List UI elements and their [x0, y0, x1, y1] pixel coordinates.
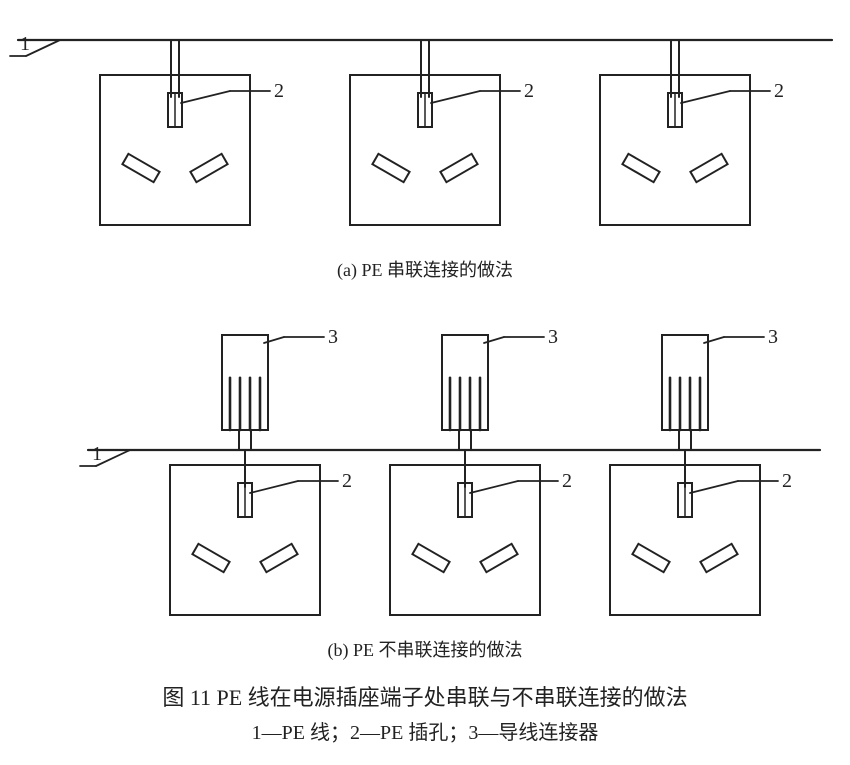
- svg-text:1: 1: [20, 33, 30, 55]
- panel-b-svg: 1 3 2 3 2 3 2: [0, 300, 850, 630]
- svg-text:2: 2: [782, 470, 792, 492]
- svg-text:2: 2: [524, 80, 534, 102]
- svg-text:3: 3: [768, 326, 778, 348]
- figure-legend: 1—PE 线；2—PE 插孔；3—导线连接器: [0, 716, 850, 745]
- svg-text:2: 2: [342, 470, 352, 492]
- svg-text:2: 2: [562, 470, 572, 492]
- figure-title: 图 11 PE 线在电源插座端子处串联与不串联连接的做法: [0, 680, 850, 712]
- panel-a-caption: (a) PE 串联连接的做法: [0, 256, 850, 282]
- panel-b-caption: (b) PE 不串联连接的做法: [0, 636, 850, 662]
- panel-a-svg: 1 2 2 2: [0, 20, 850, 250]
- svg-text:3: 3: [328, 326, 338, 348]
- svg-text:2: 2: [774, 80, 784, 102]
- svg-text:1: 1: [92, 443, 102, 465]
- svg-text:3: 3: [548, 326, 558, 348]
- svg-text:2: 2: [274, 80, 284, 102]
